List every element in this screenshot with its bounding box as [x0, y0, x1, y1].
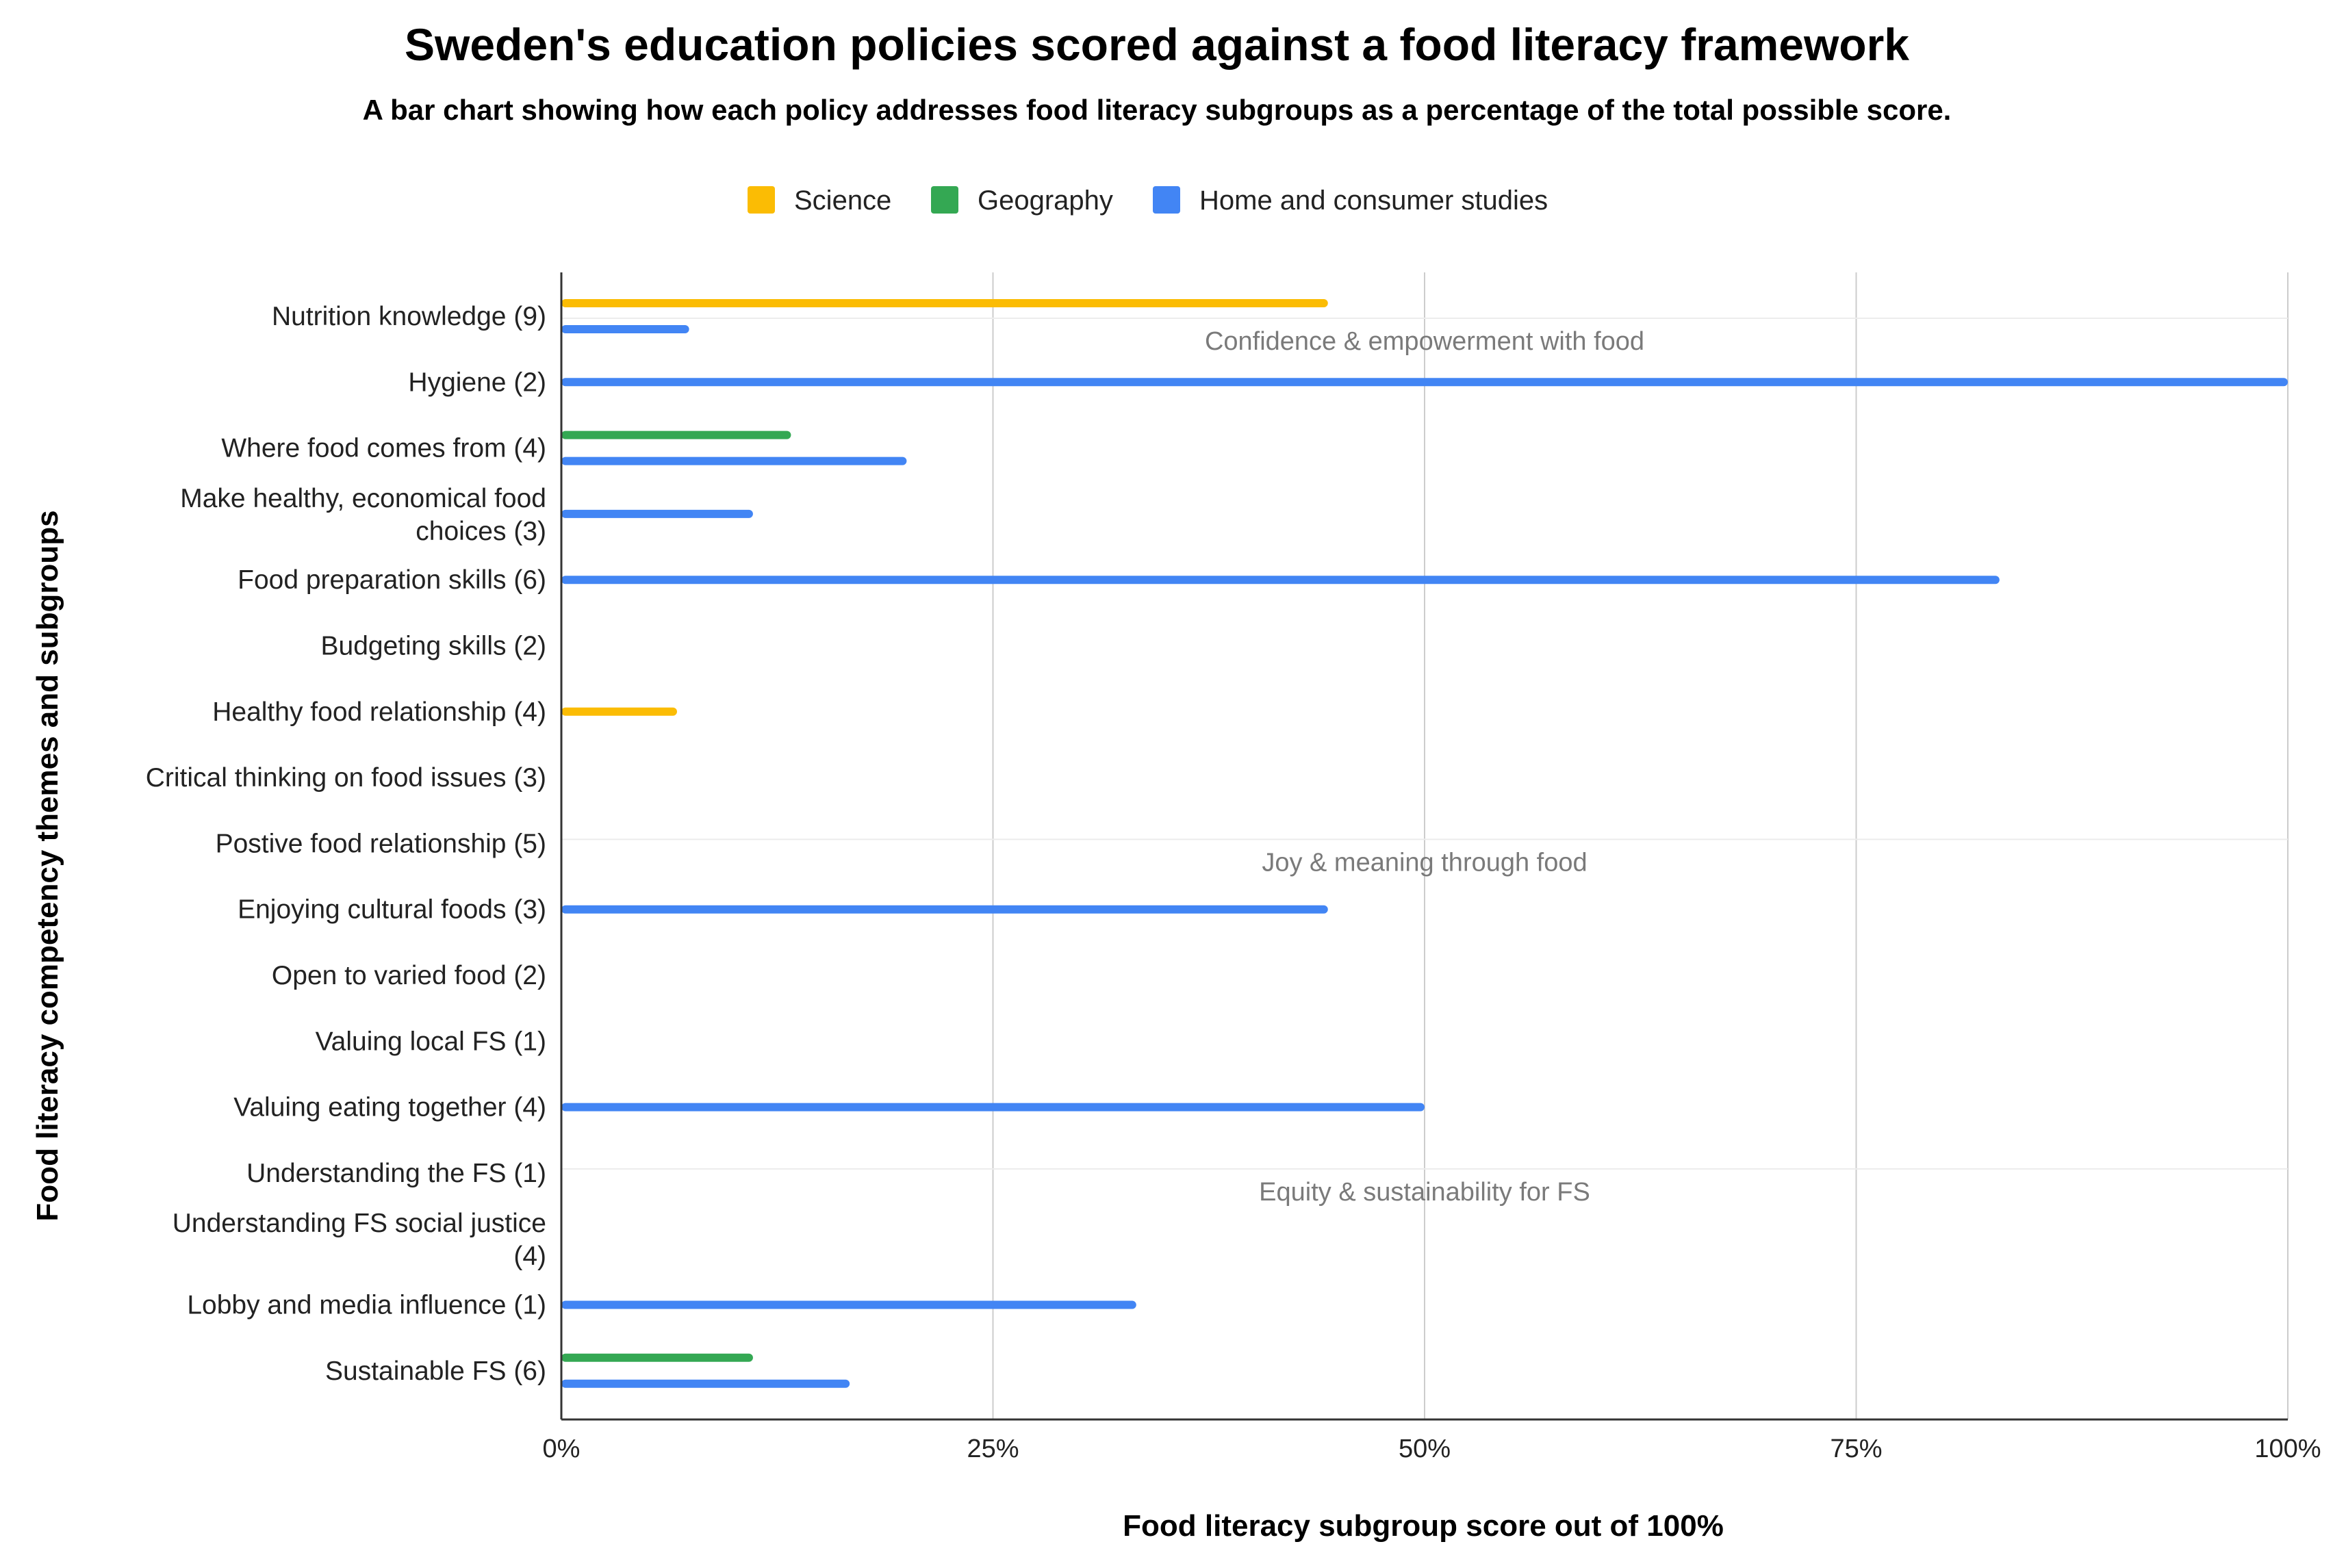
category-label: Food preparation skills (6)	[238, 565, 546, 595]
bar-home-and-consumer-studies-12	[561, 1103, 1425, 1111]
bar-home-and-consumer-studies-9	[561, 905, 1328, 914]
legend-swatch-science	[748, 186, 775, 214]
legend-label: Geography	[978, 185, 1113, 216]
category-label: Nutrition knowledge (9)	[272, 302, 546, 331]
category-label: Understanding the FS (1)	[246, 1159, 546, 1188]
legend-label: Home and consumer studies	[1199, 185, 1548, 216]
x-tick-label: 0%	[543, 1435, 581, 1463]
bar-home-and-consumer-studies-2	[561, 457, 907, 465]
x-axis-title: Food literacy subgroup score out of 100%	[1123, 1509, 1724, 1543]
axes	[560, 272, 2288, 1421]
bar-geography-16	[561, 1353, 753, 1362]
bar-home-and-consumer-studies-15	[561, 1300, 1136, 1309]
category-label: Understanding FS social justice (4)	[173, 1209, 546, 1271]
chart-subtitle: A bar chart showing how each policy addr…	[363, 94, 1952, 126]
bar-science-0	[561, 299, 1328, 307]
bars	[561, 299, 2288, 1388]
x-tick-label: 75%	[1830, 1435, 1882, 1463]
theme-group-label: Confidence & empowerment with food	[1205, 327, 1644, 356]
bar-geography-2	[561, 430, 791, 439]
x-tick-labels: 0% 25% 50% 75% 100%	[543, 1435, 2321, 1463]
category-label: Healthy food relationship (4)	[212, 697, 546, 727]
theme-group-label: Joy & meaning through food	[1262, 848, 1587, 877]
theme-group-labels: Confidence & empowerment with food Joy & …	[1205, 327, 1644, 1207]
y-axis-title: Food literacy competency themes and subg…	[31, 510, 64, 1221]
theme-group-dividers	[561, 318, 2288, 1170]
category-label: Hygiene (2)	[408, 368, 546, 397]
category-label: Sustainable FS (6)	[325, 1357, 546, 1386]
bar-science-6	[561, 707, 677, 716]
category-label: Enjoying cultural foods (3)	[238, 895, 546, 925]
category-label: Lobby and media influence (1)	[187, 1291, 546, 1320]
bar-home-and-consumer-studies-0	[561, 325, 689, 333]
legend-swatch-home-and-consumer-studies	[1153, 186, 1180, 214]
category-label: Valuing eating together (4)	[233, 1093, 546, 1122]
bar-home-and-consumer-studies-4	[561, 576, 2000, 584]
legend: Science Geography Home and consumer studie…	[748, 185, 1548, 216]
x-tick-label: 50%	[1399, 1435, 1451, 1463]
chart-title: Sweden's education policies scored again…	[405, 19, 1909, 70]
bar-home-and-consumer-studies-1	[561, 378, 2288, 387]
category-labels: Nutrition knowledge (9) Hygiene (2) Where …	[146, 302, 546, 1386]
x-tick-label: 100%	[2254, 1435, 2321, 1463]
category-label: Critical thinking on food issues (3)	[146, 763, 546, 793]
theme-group-label: Equity & sustainability for FS	[1259, 1178, 1590, 1207]
category-label: Budgeting skills (2)	[321, 632, 546, 661]
x-tick-label: 25%	[967, 1435, 1019, 1463]
category-label: Valuing local FS (1)	[316, 1027, 546, 1056]
legend-swatch-geography	[931, 186, 958, 214]
bar-home-and-consumer-studies-3	[561, 509, 753, 518]
legend-label: Science	[794, 185, 891, 216]
bar-home-and-consumer-studies-16	[561, 1379, 850, 1388]
category-label: Where food comes from (4)	[221, 434, 546, 463]
category-label: Postive food relationship (5)	[216, 829, 546, 858]
gridlines	[992, 272, 2289, 1419]
category-label: Open to varied food (2)	[272, 961, 546, 990]
category-label: Make healthy, economical food choices (3)	[180, 484, 546, 546]
